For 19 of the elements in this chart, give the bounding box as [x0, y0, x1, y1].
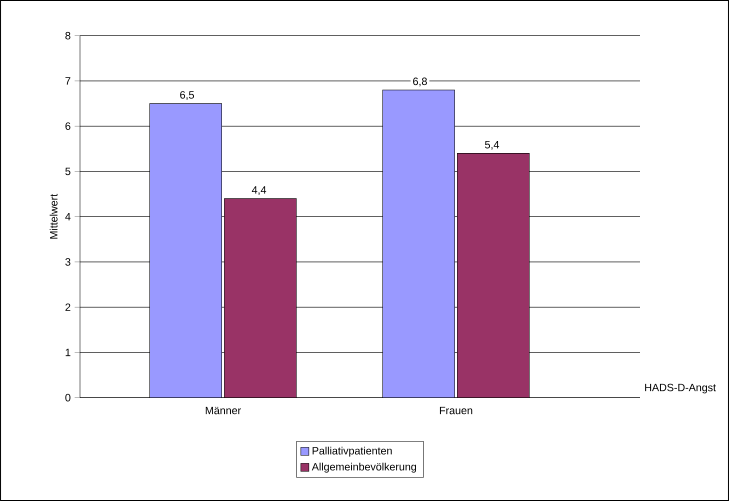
- y-tick-label: 2: [65, 303, 70, 311]
- data-label: 6,5: [180, 91, 194, 100]
- data-label: 6,8: [413, 78, 427, 86]
- data-label: 5,4: [484, 141, 500, 150]
- x-tick-label: Männer: [206, 406, 241, 414]
- data-label: 4,4: [252, 186, 266, 195]
- y-tick-label: 0: [65, 394, 70, 402]
- y-tick-label: 5: [65, 168, 70, 176]
- y-tick-label: 3: [65, 258, 70, 266]
- y-tick-label: 4: [65, 213, 71, 220]
- y-tick-label: 8: [65, 32, 70, 40]
- y-axis-title: Mittelwert: [50, 194, 58, 239]
- x-axis-title: HADS-D-Angst: [645, 384, 716, 394]
- y-tick-label: 1: [66, 348, 70, 356]
- y-tick-label: 6: [65, 122, 70, 130]
- x-tick-label: Frauen: [440, 406, 472, 414]
- legend-label: Palliativpatienten: [312, 446, 392, 457]
- y-tick-label: 7: [65, 77, 70, 85]
- legend-label: Allgemeinbevölkerung: [312, 462, 416, 473]
